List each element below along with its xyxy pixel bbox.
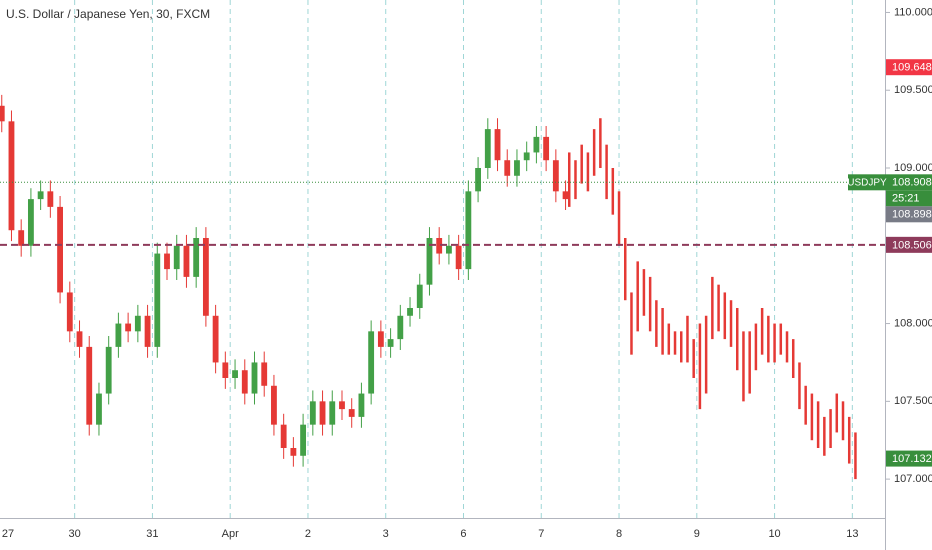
price-badge — [886, 450, 932, 467]
y-tick-label: 107.500 — [894, 395, 932, 407]
candle-body — [290, 448, 297, 456]
candle-body — [183, 245, 190, 277]
x-tick-label: 3 — [383, 528, 389, 540]
candle-body — [222, 362, 229, 378]
candle-body — [164, 253, 170, 270]
x-tick-label: 9 — [694, 528, 700, 540]
y-tick-label: 108.000 — [894, 317, 932, 329]
countdown-label: 25:21 — [892, 193, 920, 205]
candle-body — [134, 315, 141, 332]
candle-body — [66, 292, 73, 332]
candle-body — [329, 401, 336, 425]
candle-body — [377, 331, 384, 347]
price-badge-label: 109.648 — [892, 62, 932, 74]
x-tick-label: Apr — [222, 528, 239, 540]
price-badge — [886, 236, 932, 253]
candle-body — [309, 401, 316, 425]
candle-body — [154, 253, 161, 347]
x-tick-label: 13 — [846, 528, 858, 540]
x-tick-label: 10 — [768, 528, 780, 540]
candle-body — [416, 284, 423, 308]
candle-body — [173, 245, 180, 270]
price-badge-label: 108.898 — [892, 209, 932, 221]
x-tick-label: 31 — [146, 528, 158, 540]
candle-body — [261, 362, 268, 386]
candle-body — [397, 315, 404, 340]
candle-body — [514, 160, 520, 176]
y-tick-label: 109.000 — [894, 162, 932, 174]
price-badge — [886, 174, 932, 191]
candle-body — [212, 315, 219, 363]
candle-body — [76, 331, 83, 347]
candle-body — [18, 230, 25, 246]
x-tick-label: 8 — [616, 528, 622, 540]
candle-body — [562, 191, 569, 200]
candle-body — [426, 238, 433, 285]
x-tick-label: 6 — [460, 528, 466, 540]
symbol-label: USDJPY — [847, 177, 887, 188]
candle-body — [0, 105, 5, 122]
y-tick-label: 110.000 — [894, 6, 932, 18]
candle-body — [251, 362, 258, 394]
candle-body — [241, 370, 248, 394]
chart-title: U.S. Dollar / Japanese Yen, 30, FXCM — [6, 7, 210, 21]
candle-body — [455, 245, 462, 270]
x-tick-label: 2 — [305, 528, 311, 540]
candle-body — [533, 136, 540, 153]
candle-body — [368, 331, 375, 394]
candle-body — [202, 238, 209, 316]
plot-area — [0, 0, 885, 518]
candle-body — [494, 129, 501, 161]
price-badge — [886, 206, 932, 223]
countdown-badge — [886, 190, 932, 207]
candle-body — [339, 401, 345, 410]
x-tick-label: 7 — [538, 528, 544, 540]
candle-body — [37, 191, 44, 200]
x-tick-label: 27 — [2, 528, 14, 540]
candle-body — [475, 168, 481, 192]
candle-body — [8, 121, 15, 231]
candle-body — [144, 315, 151, 347]
candle-body — [57, 206, 63, 293]
candle-body — [523, 152, 530, 161]
candle-body — [543, 136, 550, 161]
candle-body — [552, 160, 559, 192]
candle-body — [115, 323, 122, 347]
symbol-badge — [848, 174, 886, 191]
candle-body — [27, 199, 34, 246]
candle-body — [504, 160, 511, 176]
candle-body — [387, 339, 394, 347]
candle-body — [193, 238, 200, 277]
candle-body — [271, 385, 277, 425]
candle-body — [232, 370, 238, 378]
price-badge-label: 108.908 — [892, 177, 932, 189]
y-tick-label: 107.000 — [894, 473, 932, 485]
candle-body — [358, 393, 365, 417]
candle-body — [96, 393, 102, 425]
candle-body — [445, 245, 452, 254]
price-badge-label: 107.132 — [892, 453, 932, 465]
candle-body — [436, 238, 443, 254]
candle-body — [319, 401, 326, 425]
price-badge-label: 108.506 — [892, 239, 932, 251]
price-badge — [886, 59, 932, 76]
candle-body — [348, 409, 355, 417]
candle-body — [105, 346, 112, 394]
candle-body — [484, 129, 491, 168]
candle-body — [125, 323, 132, 332]
x-tick-label: 30 — [69, 528, 81, 540]
candle-body — [465, 191, 472, 270]
candle-body — [47, 191, 54, 207]
candle-body — [280, 424, 287, 448]
candle-body — [86, 346, 93, 425]
candle-body — [407, 308, 413, 316]
y-tick-label: 109.500 — [894, 84, 932, 96]
candle-body — [300, 424, 307, 456]
